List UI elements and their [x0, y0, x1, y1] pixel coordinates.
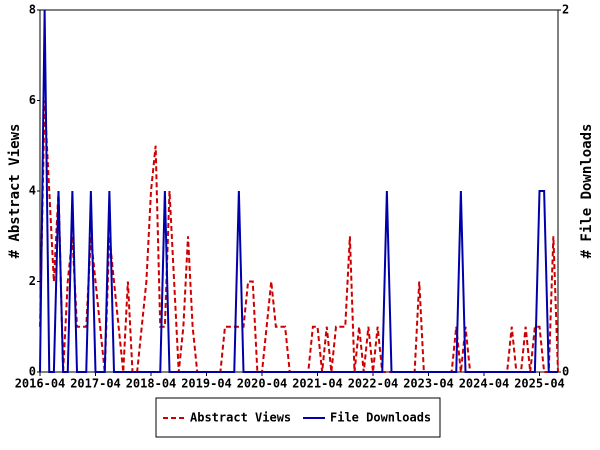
y-tick-label: 8	[29, 3, 36, 17]
x-tick-label: 2021-04	[292, 377, 343, 391]
x-tick-label: 2022-04	[348, 377, 399, 391]
legend-label: File Downloads	[330, 411, 431, 425]
legend-box	[155, 397, 441, 438]
y-tick-label: 2	[29, 274, 36, 288]
x-tick-label: 2023-04	[403, 377, 454, 391]
y2-axis-label: # File Downloads	[579, 124, 595, 259]
x-tick-label: 2019-04	[181, 377, 232, 391]
x-tick-label: 2018-04	[126, 377, 177, 391]
y-tick-label: 6	[29, 93, 36, 107]
y2-tick-label: 2	[562, 3, 569, 17]
x-tick-label: 2024-04	[459, 377, 510, 391]
y-tick-label: 4	[29, 184, 36, 198]
legend-label: Abstract Views	[190, 411, 291, 425]
x-tick-label: 2025-04	[514, 377, 565, 391]
x-tick-label: 2017-04	[70, 377, 121, 391]
y-tick-label: 0	[29, 365, 36, 379]
series-line	[39, 9, 558, 373]
plot-frame	[39, 9, 559, 373]
y2-tick-label: 0	[562, 365, 569, 379]
x-tick-label: 2020-04	[237, 377, 288, 391]
x-tick-label: 2016-04	[15, 377, 66, 391]
series-line	[39, 100, 559, 373]
y-axis-label: # Abstract Views	[7, 124, 23, 259]
